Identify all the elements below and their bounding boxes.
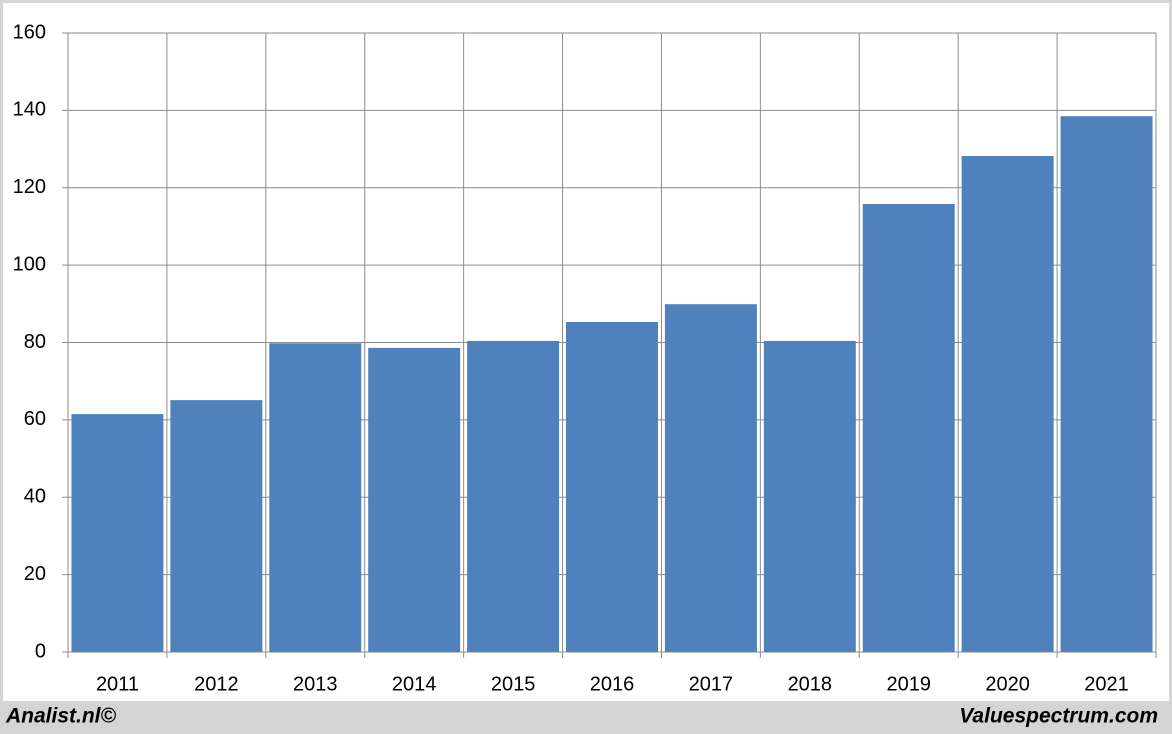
x-tick-label: 2016 (590, 673, 635, 695)
x-tick-label: 2020 (985, 673, 1030, 695)
y-tick-label: 0 (35, 640, 46, 662)
y-tick-label: 160 (13, 21, 46, 43)
y-tick-label: 100 (13, 253, 46, 275)
bar (467, 340, 560, 652)
bar (763, 340, 856, 652)
bar (71, 414, 164, 652)
bar (1060, 116, 1153, 653)
x-tick-label: 2019 (886, 673, 931, 695)
x-tick-label: 2012 (194, 673, 239, 695)
bar (961, 156, 1054, 652)
y-tick-label: 120 (13, 176, 46, 198)
x-tick-label: 2014 (392, 673, 437, 695)
y-tick-label: 40 (24, 486, 46, 508)
bar (664, 304, 757, 652)
x-tick-label: 2017 (689, 673, 734, 695)
credit-left: Analist.nl© (5, 705, 117, 728)
x-tick-label: 2018 (788, 673, 833, 695)
bar (269, 343, 362, 652)
y-tick-label: 80 (24, 331, 46, 353)
bar (862, 203, 955, 652)
y-tick-label: 20 (24, 563, 46, 585)
x-tick-label: 2013 (293, 673, 338, 695)
x-tick-label: 2021 (1084, 673, 1129, 695)
credit-right: Valuespectrum.com (959, 705, 1158, 728)
x-tick-label: 2015 (491, 673, 536, 695)
y-tick-label: 60 (24, 408, 46, 430)
x-tick-label: 2011 (96, 673, 139, 695)
bar (170, 400, 263, 652)
bar (368, 347, 461, 652)
y-tick-label: 140 (13, 99, 46, 121)
bar (566, 321, 658, 652)
